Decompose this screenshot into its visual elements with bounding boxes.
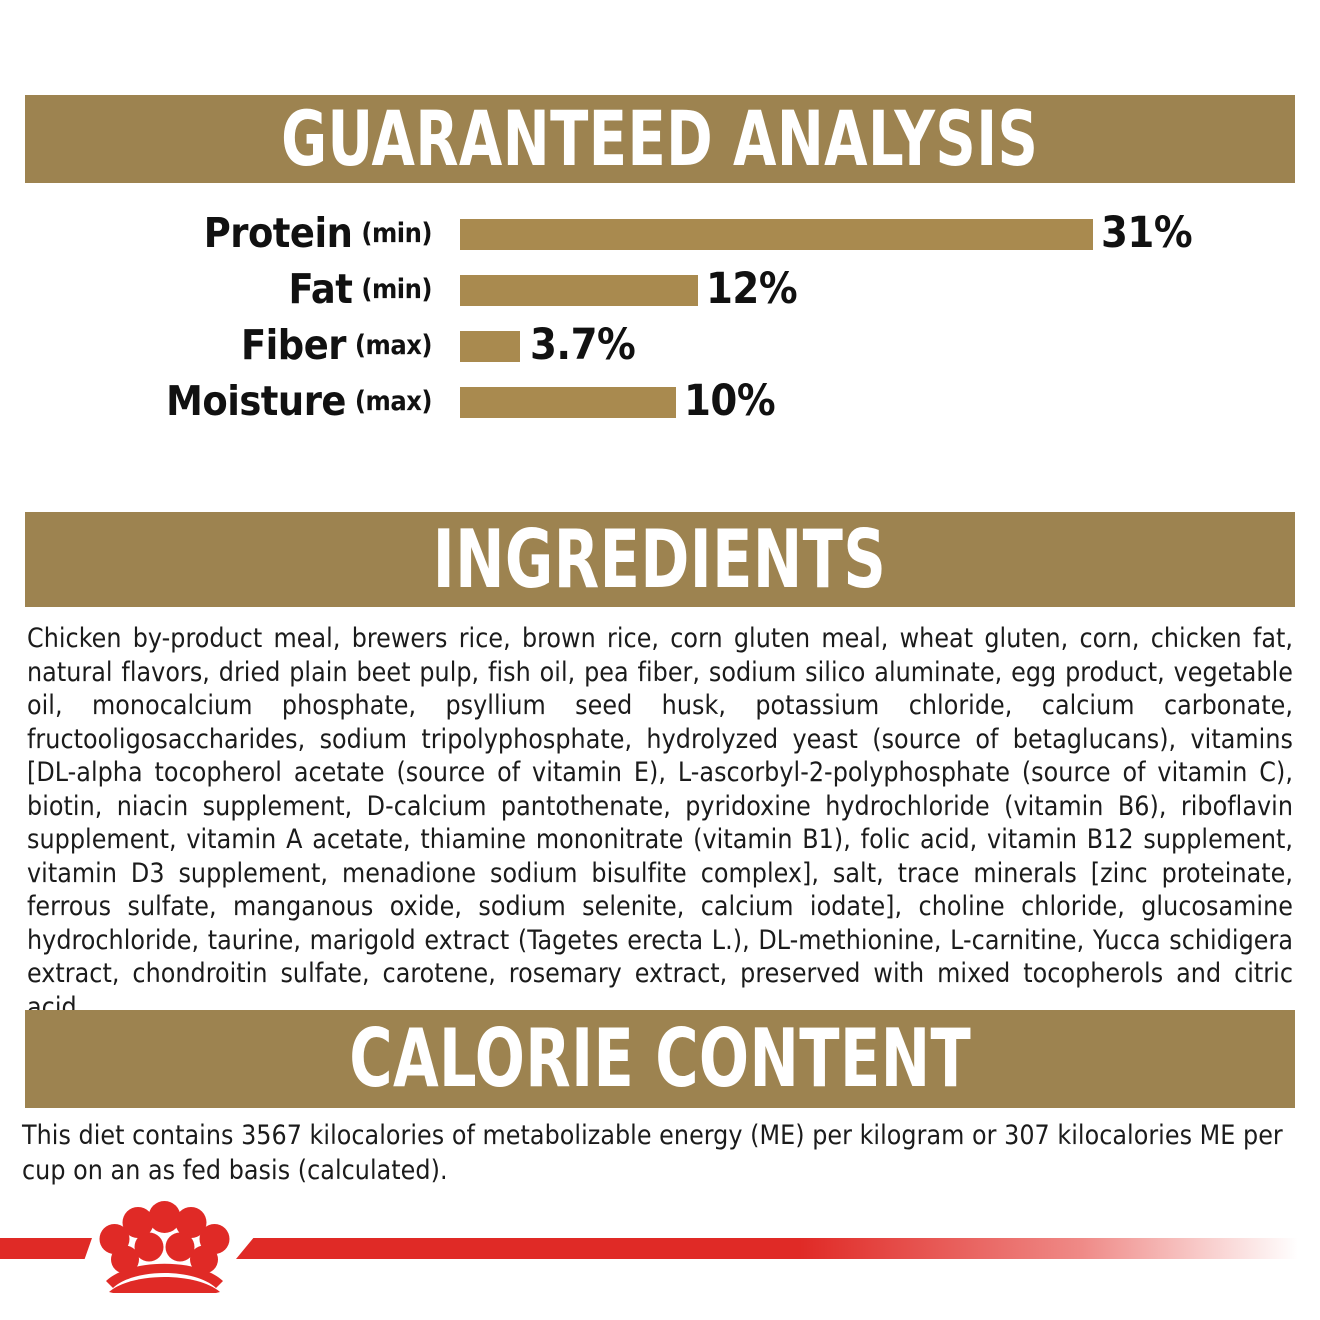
table-row: Moisture (max) 10% bbox=[0, 373, 1320, 429]
brand-footer bbox=[0, 1195, 1320, 1295]
table-row: Fiber (max) 3.7% bbox=[0, 317, 1320, 373]
nutrient-name: Fat bbox=[288, 265, 353, 313]
nutrient-bar-fiber bbox=[460, 331, 520, 362]
nutrient-name: Protein bbox=[203, 209, 353, 257]
nutrient-qualifier: (min) bbox=[361, 217, 432, 249]
guaranteed-analysis-chart: Protein (min) 31% Fat (min) 12% Fiber (m… bbox=[0, 205, 1320, 455]
nutrient-value-fiber: 3.7% bbox=[530, 320, 636, 370]
table-row: Protein (min) 31% bbox=[0, 205, 1320, 261]
nutrient-qualifier: (max) bbox=[354, 329, 433, 361]
nutrient-bar-moisture bbox=[460, 387, 676, 418]
nutrient-value-protein: 31% bbox=[1101, 208, 1193, 258]
royal-canin-crown-icon bbox=[92, 1197, 237, 1293]
ingredients-body-text: Chicken by-product meal, brewers rice, b… bbox=[27, 623, 1293, 1023]
nutrient-label-moisture: Moisture (max) bbox=[166, 373, 432, 429]
guaranteed-analysis-banner: GUARANTEED ANALYSIS bbox=[25, 95, 1295, 183]
ingredients-banner: INGREDIENTS bbox=[25, 512, 1295, 607]
nutrient-name: Moisture bbox=[166, 377, 346, 425]
calorie-content-body-text: This diet contains 3567 kilocalories of … bbox=[22, 1120, 1283, 1186]
nutrient-label-fat: Fat (min) bbox=[288, 261, 433, 317]
nutrient-label-fiber: Fiber (max) bbox=[240, 317, 433, 373]
footer-rule-left bbox=[0, 1238, 92, 1259]
guaranteed-analysis-heading: GUARANTEED ANALYSIS bbox=[281, 95, 1039, 183]
nutrient-qualifier: (min) bbox=[361, 273, 432, 305]
nutrient-bar-fat bbox=[460, 275, 698, 306]
nutrient-label-protein: Protein (min) bbox=[203, 205, 433, 261]
footer-rule-right bbox=[236, 1238, 1320, 1259]
calorie-content-banner: CALORIE CONTENT bbox=[25, 1010, 1295, 1108]
nutrient-bar-protein bbox=[460, 219, 1093, 250]
nutrient-value-fat: 12% bbox=[706, 264, 798, 314]
nutrient-qualifier: (max) bbox=[354, 385, 433, 417]
calorie-content-heading: CALORIE CONTENT bbox=[349, 1012, 971, 1105]
nutrient-value-moisture: 10% bbox=[684, 376, 776, 426]
table-row: Fat (min) 12% bbox=[0, 261, 1320, 317]
ingredients-heading: INGREDIENTS bbox=[433, 512, 887, 606]
nutrient-name: Fiber bbox=[240, 321, 346, 369]
